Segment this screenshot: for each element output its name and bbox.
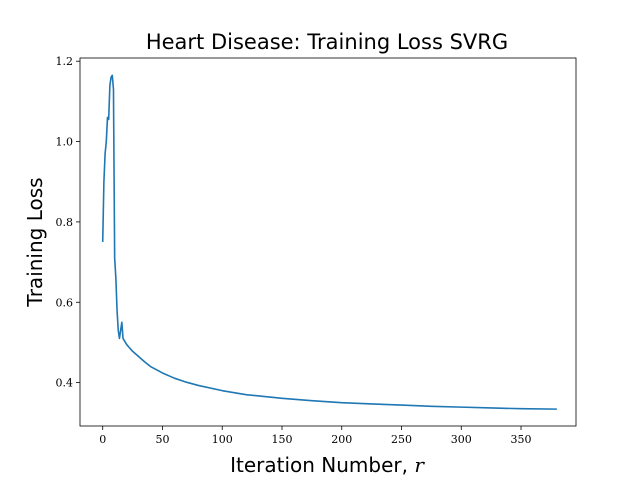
x-tick-label: 300	[451, 433, 472, 446]
y-tick-label: 0.6	[56, 296, 74, 309]
y-tick-label: 1.0	[56, 136, 74, 149]
x-tick-label: 350	[511, 433, 532, 446]
y-tick-label: 0.8	[56, 216, 74, 229]
series-line-0	[101, 74, 557, 410]
x-tick-label: 150	[271, 433, 292, 446]
x-tick-label: 200	[331, 433, 352, 446]
x-tick-label: 50	[155, 433, 169, 446]
y-tick-label: 1.2	[56, 55, 74, 68]
y-tick-label: 0.4	[56, 377, 74, 390]
x-tick-label: 0	[99, 433, 106, 446]
x-axis-label-text: Iteration Number,	[230, 453, 414, 477]
plot-area: 0 50 100 150 200 250 300 350 0.4 0.6 0.8 1.0 1.2	[56, 55, 577, 446]
x-axis-ticks: 0 50 100 150 200 250 300 350	[99, 426, 532, 446]
x-tick-label: 100	[212, 433, 233, 446]
x-tick-label: 250	[391, 433, 412, 446]
y-axis-ticks: 0.4 0.6 0.8 1.0 1.2	[56, 55, 80, 390]
plot-frame	[79, 57, 577, 427]
x-axis-label-variable: r	[414, 453, 425, 477]
y-axis-label: Training Loss	[23, 177, 47, 307]
chart-title: Heart Disease: Training Loss SVRG	[146, 30, 508, 54]
x-axis-label: Iteration Number, r	[230, 453, 425, 477]
series-layer	[101, 74, 557, 410]
